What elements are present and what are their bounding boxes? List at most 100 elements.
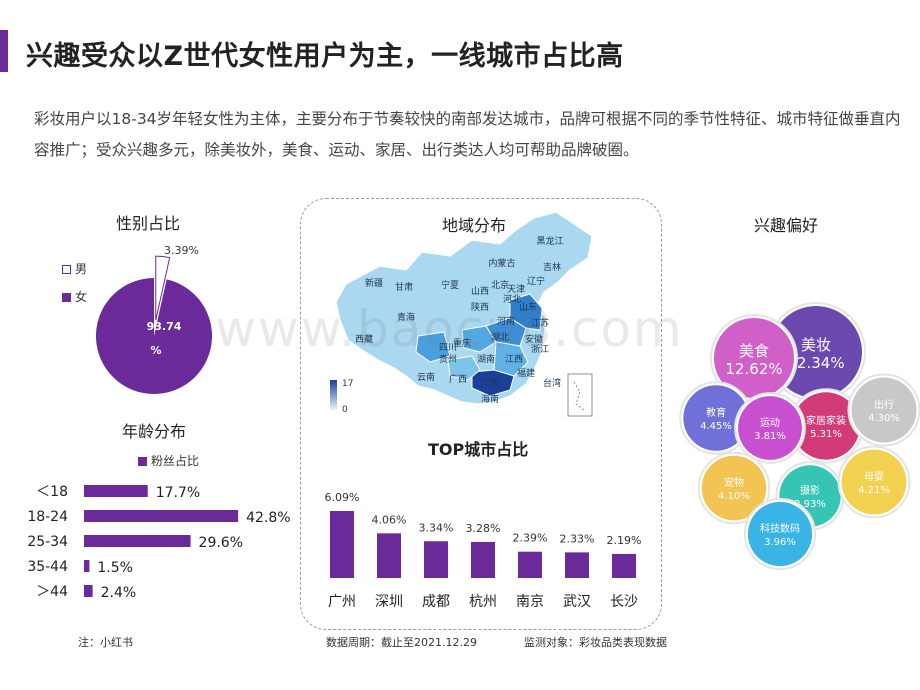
pie-label-female-percent: % [150, 344, 161, 357]
age-legend-swatch [138, 457, 147, 466]
pie-label-male: 3.39% [164, 244, 199, 257]
city-value-label: 4.06% [372, 513, 407, 526]
map-region-label: 新疆 [365, 277, 383, 289]
interest-chart-title: 兴趣偏好 [754, 216, 819, 235]
map-region-label: 甘肃 [395, 281, 413, 293]
map-region-label: 宁夏 [441, 279, 459, 291]
interest-bubble [792, 392, 860, 460]
map-region-label: 辽宁 [527, 275, 545, 287]
map-region-label: 山西 [471, 286, 489, 297]
interest-value-label: 12.62% [725, 360, 782, 378]
pie-slice-male [155, 255, 171, 321]
pie-slice-female [96, 278, 212, 394]
map-region-label: 重庆 [453, 337, 471, 349]
map-region-label: 天津 [507, 284, 525, 295]
city-value-label: 6.09% [325, 491, 360, 504]
age-bar [84, 585, 93, 597]
page-title: 兴趣受众以Z世代女性用户为主，一线城市占比高 [26, 41, 624, 72]
interest-value-label: 3.81% [754, 431, 786, 442]
map-region-label: 河北 [503, 293, 521, 305]
city-bar [565, 552, 589, 578]
map-province-shade [493, 341, 529, 377]
footer-note: 注：小红书 [78, 636, 133, 649]
interest-bubble [701, 455, 767, 521]
map-legend-min: 0 [342, 405, 348, 415]
city-category-label: 杭州 [469, 594, 497, 610]
interest-label: 宠物 [724, 476, 744, 489]
city-value-label: 2.19% [607, 534, 642, 547]
city-category-label: 成都 [422, 594, 450, 610]
city-value-label: 2.39% [513, 532, 548, 545]
city-category-label: 南京 [516, 594, 544, 610]
city-value-label: 2.33% [560, 532, 595, 545]
map-province-shade [509, 293, 543, 331]
interest-label: 家居家装 [806, 414, 846, 427]
age-value-label: 1.5% [97, 560, 133, 576]
city-category-label: 深圳 [375, 594, 403, 610]
interest-bubble [683, 385, 749, 451]
map-region-label: 吉林 [543, 261, 561, 273]
age-category-label: ＞44 [36, 584, 68, 600]
map-title: 地域分布 [442, 216, 507, 235]
legend-male-label: 男 [75, 262, 88, 276]
map-region-label: 北京 [491, 279, 509, 291]
map-region-label: 海南 [481, 393, 499, 405]
age-category-label: 18-24 [27, 509, 68, 525]
map-region-label: 青海 [397, 311, 415, 323]
interest-value-label: 4.10% [718, 491, 750, 502]
map-sea-islands [573, 381, 585, 411]
footer-monitor-object: 监测对象：彩妆品类表现数据 [524, 636, 667, 649]
map-region-label: 山东 [519, 301, 537, 313]
intro-paragraph: 彩妆用户以18-34岁年轻女性为主体，主要分布于节奏较快的南部发达城市，品牌可根… [34, 110, 901, 159]
interest-bubble [851, 377, 917, 443]
map-outline [335, 211, 593, 405]
map-province-shade [447, 355, 481, 381]
legend-male: 男 [62, 260, 87, 277]
map-legend-gradient [330, 380, 337, 410]
age-legend-label: 粉丝占比 [151, 454, 200, 468]
age-value-label: 17.7% [156, 485, 200, 501]
legend-female: 女 [62, 288, 87, 305]
age-bar [84, 560, 90, 572]
map-province-shade [415, 331, 451, 363]
map-panel-frame [300, 198, 662, 630]
map-region-label: 西藏 [355, 333, 373, 345]
city-value-label: 3.28% [466, 522, 501, 535]
age-value-label: 42.8% [246, 510, 290, 526]
footer-data-period: 数据周期：截止至2021.12.29 [326, 636, 477, 649]
map-color-legend: 17 0 [330, 379, 353, 415]
age-bar-chart: ＜18 17.7% 18-24 42.8% 25-34 29.6% 35-44 1.5% ＞44… [27, 484, 290, 601]
age-value-label: 29.6% [199, 535, 243, 551]
map-province-shade [471, 369, 515, 397]
map-region-label: 贵州 [439, 353, 457, 365]
map-province-shade [461, 325, 497, 353]
interest-label: 美食 [739, 342, 769, 360]
gender-chart-title: 性别占比 [116, 214, 181, 233]
watermark-text: www.baocu8.com [215, 300, 684, 358]
age-chart-title: 年龄分布 [122, 422, 187, 441]
interest-bubble [738, 396, 802, 460]
interest-value-label: 2.93% [794, 499, 826, 510]
interest-label: 摄影 [800, 484, 820, 497]
interest-value-label: 4.21% [858, 485, 890, 496]
map-region-label: 江西 [505, 354, 523, 365]
city-bar [612, 553, 636, 578]
map-region-label: 江苏 [531, 317, 549, 329]
map-region-label: 云南 [417, 371, 435, 383]
city-bar [518, 551, 542, 578]
city-bar [330, 511, 354, 578]
map-region-label: 广东 [481, 377, 499, 389]
interest-label: 出行 [874, 398, 894, 411]
city-chart-title: TOP城市占比 [428, 440, 529, 459]
interest-bubble [747, 501, 813, 567]
age-value-label: 2.4% [101, 585, 137, 601]
interest-value-label: 5.31% [810, 429, 842, 440]
map-sea-inset [567, 373, 593, 417]
interest-bubble [713, 317, 795, 399]
interest-label: 母婴 [864, 471, 884, 483]
map-region-label: 湖南 [477, 353, 495, 365]
legend-female-swatch [62, 293, 71, 302]
city-bar [471, 541, 495, 578]
city-bar [377, 533, 401, 578]
